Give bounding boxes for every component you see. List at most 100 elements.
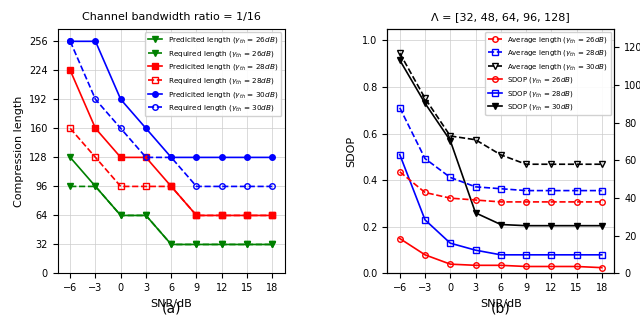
SDOP ($\gamma_{th}$ = 30$dB$) <box>472 211 479 215</box>
SDOP ($\gamma_{th}$ = 26$dB$) <box>522 265 530 268</box>
Predicited length ($\gamma_{th}$ = 30$dB$) <box>193 156 200 159</box>
Line: Required length ($\gamma_{th}$ = 28$dB$): Required length ($\gamma_{th}$ = 28$dB$) <box>67 126 275 218</box>
Required length ($\gamma_{th}$ = 30$dB$) <box>268 184 276 188</box>
Average length ($\gamma_{th}$ = 30$dB$) <box>396 51 404 55</box>
Required length ($\gamma_{th}$ = 28$dB$) <box>218 213 225 217</box>
Average length ($\gamma_{th}$ = 28$dB$) <box>547 189 555 192</box>
Average length ($\gamma_{th}$ = 30$dB$) <box>547 162 555 166</box>
Required length ($\gamma_{th}$ = 26$dB$) <box>268 243 276 246</box>
Average length ($\gamma_{th}$ = 28$dB$) <box>447 176 454 179</box>
Required length ($\gamma_{th}$ = 30$dB$) <box>243 184 251 188</box>
Predicited length ($\gamma_{th}$ = 30$dB$) <box>268 156 276 159</box>
Average length ($\gamma_{th}$ = 30$dB$) <box>598 162 605 166</box>
Predicited length ($\gamma_{th}$ = 28$dB$) <box>243 213 251 217</box>
Predicited length ($\gamma_{th}$ = 30$dB$) <box>117 97 125 101</box>
SDOP ($\gamma_{th}$ = 30$dB$) <box>497 223 504 226</box>
SDOP ($\gamma_{th}$ = 28$dB$) <box>598 253 605 257</box>
Required length ($\gamma_{th}$ = 28$dB$) <box>92 156 99 159</box>
Line: Predicited length ($\gamma_{th}$ = 28$dB$): Predicited length ($\gamma_{th}$ = 28$dB… <box>67 67 275 218</box>
SDOP ($\gamma_{th}$ = 26$dB$) <box>547 265 555 268</box>
Predicited length ($\gamma_{th}$ = 26$dB$) <box>168 243 175 246</box>
Predicited length ($\gamma_{th}$ = 26$dB$) <box>67 156 74 159</box>
Average length ($\gamma_{th}$ = 28$dB$) <box>396 106 404 110</box>
Predicited length ($\gamma_{th}$ = 30$dB$) <box>92 39 99 43</box>
Predicited length ($\gamma_{th}$ = 28$dB$) <box>193 213 200 217</box>
Required length ($\gamma_{th}$ = 28$dB$) <box>117 184 125 188</box>
Predicited length ($\gamma_{th}$ = 30$dB$) <box>67 39 74 43</box>
Predicited length ($\gamma_{th}$ = 28$dB$) <box>67 68 74 72</box>
Average length ($\gamma_{th}$ = 26$dB$) <box>447 196 454 200</box>
Predicited length ($\gamma_{th}$ = 28$dB$) <box>218 213 225 217</box>
Average length ($\gamma_{th}$ = 26$dB$) <box>547 200 555 204</box>
SDOP ($\gamma_{th}$ = 28$dB$) <box>421 218 429 222</box>
Predicited length ($\gamma_{th}$ = 26$dB$) <box>193 243 200 246</box>
SDOP ($\gamma_{th}$ = 28$dB$) <box>547 253 555 257</box>
SDOP ($\gamma_{th}$ = 28$dB$) <box>447 241 454 245</box>
Required length ($\gamma_{th}$ = 30$dB$) <box>218 184 225 188</box>
Required length ($\gamma_{th}$ = 28$dB$) <box>168 184 175 188</box>
Required length ($\gamma_{th}$ = 30$dB$) <box>92 97 99 101</box>
Y-axis label: SDOP: SDOP <box>346 135 356 167</box>
Predicited length ($\gamma_{th}$ = 30$dB$) <box>142 127 150 130</box>
Required length ($\gamma_{th}$ = 26$dB$) <box>117 213 125 217</box>
SDOP ($\gamma_{th}$ = 28$dB$) <box>573 253 580 257</box>
SDOP ($\gamma_{th}$ = 28$dB$) <box>522 253 530 257</box>
Predicited length ($\gamma_{th}$ = 30$dB$) <box>243 156 251 159</box>
Required length ($\gamma_{th}$ = 28$dB$) <box>268 213 276 217</box>
Text: (b): (b) <box>491 302 511 316</box>
SDOP ($\gamma_{th}$ = 28$dB$) <box>497 253 504 257</box>
Average length ($\gamma_{th}$ = 26$dB$) <box>497 200 504 204</box>
Title: Λ = [32, 48, 64, 96, 128]: Λ = [32, 48, 64, 96, 128] <box>431 12 570 22</box>
SDOP ($\gamma_{th}$ = 30$dB$) <box>573 224 580 228</box>
Average length ($\gamma_{th}$ = 30$dB$) <box>447 134 454 138</box>
SDOP ($\gamma_{th}$ = 26$dB$) <box>396 237 404 240</box>
Predicited length ($\gamma_{th}$ = 28$dB$) <box>92 127 99 130</box>
Average length ($\gamma_{th}$ = 28$dB$) <box>522 189 530 192</box>
Average length ($\gamma_{th}$ = 26$dB$) <box>472 198 479 202</box>
Required length ($\gamma_{th}$ = 30$dB$) <box>117 127 125 130</box>
Average length ($\gamma_{th}$ = 30$dB$) <box>472 138 479 142</box>
Predicited length ($\gamma_{th}$ = 28$dB$) <box>268 213 276 217</box>
Predicited length ($\gamma_{th}$ = 30$dB$) <box>168 156 175 159</box>
Required length ($\gamma_{th}$ = 26$dB$) <box>168 243 175 246</box>
Average length ($\gamma_{th}$ = 28$dB$) <box>472 185 479 189</box>
SDOP ($\gamma_{th}$ = 30$dB$) <box>396 58 404 62</box>
Predicited length ($\gamma_{th}$ = 30$dB$) <box>218 156 225 159</box>
SDOP ($\gamma_{th}$ = 30$dB$) <box>421 101 429 105</box>
Required length ($\gamma_{th}$ = 28$dB$) <box>243 213 251 217</box>
Required length ($\gamma_{th}$ = 26$dB$) <box>142 213 150 217</box>
Line: Average length ($\gamma_{th}$ = 26$dB$): Average length ($\gamma_{th}$ = 26$dB$) <box>397 169 605 205</box>
Predicited length ($\gamma_{th}$ = 26$dB$) <box>268 243 276 246</box>
SDOP ($\gamma_{th}$ = 30$dB$) <box>447 139 454 142</box>
Average length ($\gamma_{th}$ = 30$dB$) <box>573 162 580 166</box>
Average length ($\gamma_{th}$ = 28$dB$) <box>497 187 504 190</box>
Predicited length ($\gamma_{th}$ = 26$dB$) <box>218 243 225 246</box>
Required length ($\gamma_{th}$ = 28$dB$) <box>67 127 74 130</box>
SDOP ($\gamma_{th}$ = 26$dB$) <box>472 263 479 267</box>
Line: SDOP ($\gamma_{th}$ = 26$dB$): SDOP ($\gamma_{th}$ = 26$dB$) <box>397 236 605 270</box>
Title: Channel bandwidth ratio = 1/16: Channel bandwidth ratio = 1/16 <box>82 12 260 22</box>
Average length ($\gamma_{th}$ = 26$dB$) <box>573 200 580 204</box>
Predicited length ($\gamma_{th}$ = 28$dB$) <box>117 156 125 159</box>
Predicited length ($\gamma_{th}$ = 26$dB$) <box>117 213 125 217</box>
Line: Average length ($\gamma_{th}$ = 30$dB$): Average length ($\gamma_{th}$ = 30$dB$) <box>397 50 605 167</box>
SDOP ($\gamma_{th}$ = 30$dB$) <box>598 224 605 228</box>
Required length ($\gamma_{th}$ = 26$dB$) <box>243 243 251 246</box>
Required length ($\gamma_{th}$ = 28$dB$) <box>142 184 150 188</box>
X-axis label: SNR/dB: SNR/dB <box>480 299 522 309</box>
Required length ($\gamma_{th}$ = 26$dB$) <box>218 243 225 246</box>
Average length ($\gamma_{th}$ = 26$dB$) <box>396 170 404 174</box>
Average length ($\gamma_{th}$ = 28$dB$) <box>598 189 605 192</box>
Line: Average length ($\gamma_{th}$ = 28$dB$): Average length ($\gamma_{th}$ = 28$dB$) <box>397 105 605 193</box>
Legend: Average length ($\gamma_{th}$ = 26$dB$), Average length ($\gamma_{th}$ = 28$dB$): Average length ($\gamma_{th}$ = 26$dB$),… <box>485 32 611 115</box>
Predicited length ($\gamma_{th}$ = 26$dB$) <box>142 213 150 217</box>
Required length ($\gamma_{th}$ = 26$dB$) <box>92 184 99 188</box>
Average length ($\gamma_{th}$ = 30$dB$) <box>522 162 530 166</box>
Average length ($\gamma_{th}$ = 30$dB$) <box>497 153 504 157</box>
Average length ($\gamma_{th}$ = 26$dB$) <box>522 200 530 204</box>
SDOP ($\gamma_{th}$ = 26$dB$) <box>447 262 454 266</box>
Line: Predicited length ($\gamma_{th}$ = 26$dB$): Predicited length ($\gamma_{th}$ = 26$dB… <box>67 155 275 247</box>
Required length ($\gamma_{th}$ = 30$dB$) <box>193 184 200 188</box>
Average length ($\gamma_{th}$ = 28$dB$) <box>573 189 580 192</box>
Line: SDOP ($\gamma_{th}$ = 30$dB$): SDOP ($\gamma_{th}$ = 30$dB$) <box>397 57 605 228</box>
